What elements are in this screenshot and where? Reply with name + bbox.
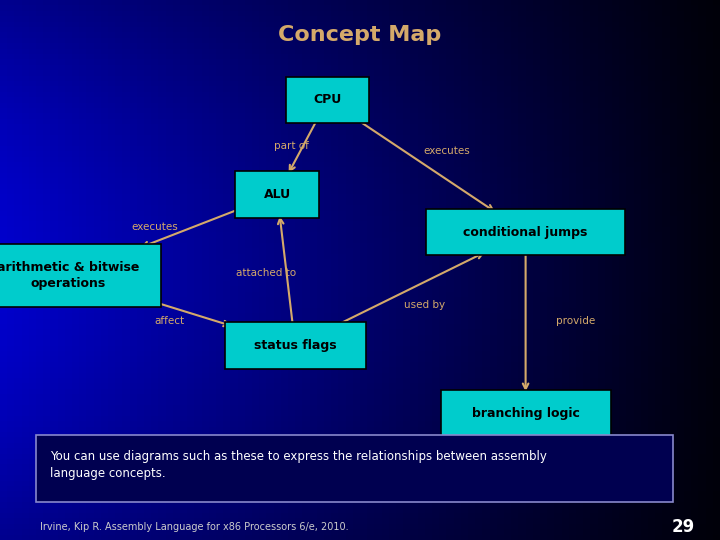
Text: Irvine, Kip R. Assembly Language for x86 Processors 6/e, 2010.: Irvine, Kip R. Assembly Language for x86… — [40, 522, 348, 531]
Text: executes: executes — [132, 222, 178, 232]
FancyBboxPatch shape — [36, 435, 673, 502]
FancyBboxPatch shape — [0, 244, 161, 307]
Text: provide: provide — [557, 316, 595, 326]
FancyBboxPatch shape — [426, 209, 625, 255]
Text: executes: executes — [423, 146, 469, 156]
Text: branching logic: branching logic — [472, 407, 580, 420]
FancyBboxPatch shape — [286, 77, 369, 123]
FancyBboxPatch shape — [235, 171, 319, 218]
FancyBboxPatch shape — [441, 390, 611, 436]
Text: used by: used by — [404, 300, 446, 310]
FancyBboxPatch shape — [225, 322, 366, 369]
Text: Concept Map: Concept Map — [279, 25, 441, 45]
Text: CPU: CPU — [313, 93, 342, 106]
Text: attached to: attached to — [236, 268, 297, 278]
Text: 29: 29 — [672, 517, 695, 536]
Text: ALU: ALU — [264, 188, 291, 201]
Text: You can use diagrams such as these to express the relationships between assembly: You can use diagrams such as these to ex… — [50, 450, 547, 481]
Text: part of: part of — [274, 141, 309, 151]
Text: conditional jumps: conditional jumps — [464, 226, 588, 239]
Text: arithmetic & bitwise
operations: arithmetic & bitwise operations — [0, 261, 140, 290]
Text: affect: affect — [154, 316, 184, 326]
Text: status flags: status flags — [254, 339, 336, 352]
